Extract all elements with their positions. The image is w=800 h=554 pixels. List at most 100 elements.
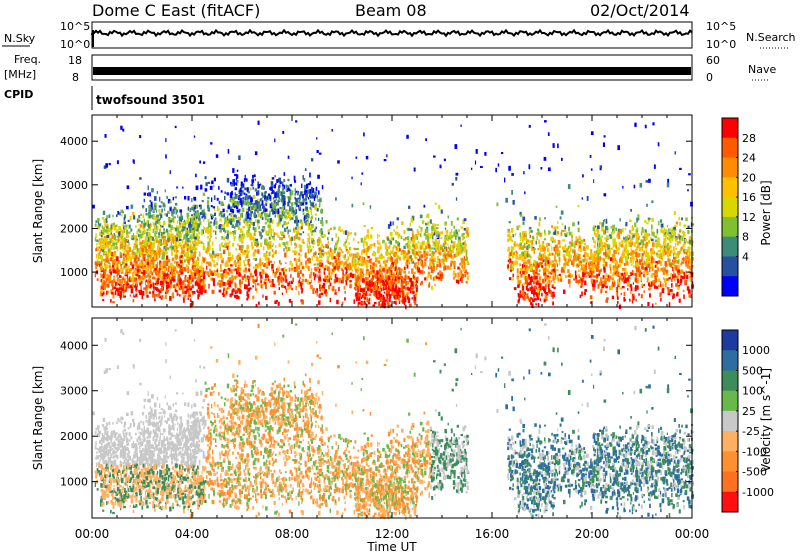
power-cell <box>154 222 157 225</box>
power-cell <box>365 277 368 281</box>
power-cell <box>323 266 327 270</box>
power-cell <box>327 285 331 290</box>
power-cell <box>98 263 102 268</box>
power-cell <box>258 225 260 230</box>
power-cell <box>540 263 542 268</box>
power-cell <box>350 252 353 257</box>
power-cell <box>434 275 436 281</box>
power-cell <box>440 276 443 281</box>
power-cell <box>541 243 544 249</box>
power-cell <box>106 220 108 223</box>
power-cell <box>430 265 433 269</box>
power-cell <box>535 273 537 278</box>
power-cell <box>224 229 227 234</box>
power-cell <box>365 234 368 238</box>
power-cell <box>285 275 287 280</box>
power-cell <box>392 277 394 281</box>
power-cell <box>179 233 182 238</box>
power-cell <box>306 209 308 212</box>
power-cell <box>143 230 146 233</box>
power-cell <box>184 259 186 263</box>
power-cell <box>245 193 247 196</box>
power-cell <box>523 234 525 240</box>
power-cell <box>689 277 692 282</box>
power-cell <box>271 263 274 269</box>
power-cell <box>112 301 115 304</box>
power-cell <box>113 235 117 240</box>
power-cell <box>416 236 419 241</box>
power-cell <box>361 250 363 255</box>
power-cell <box>230 218 233 223</box>
power-cell <box>106 225 109 229</box>
power-cell <box>246 247 249 251</box>
power-cell <box>289 207 292 212</box>
power-cell <box>391 261 394 267</box>
power-cell <box>389 282 392 285</box>
power-cell <box>160 241 163 246</box>
power-cell <box>545 277 548 280</box>
power-cell <box>325 264 328 268</box>
power-cell <box>117 277 120 282</box>
power-cell <box>161 265 164 271</box>
power-cell <box>338 257 341 262</box>
power-cell <box>272 242 274 246</box>
power-cell <box>456 248 458 251</box>
power-cell <box>219 283 221 288</box>
power-cell <box>382 287 384 291</box>
power-cell <box>393 301 396 304</box>
power-cell <box>395 286 397 289</box>
power-cell <box>452 247 455 250</box>
power-cell <box>362 276 364 280</box>
power-cell <box>144 262 147 266</box>
power-cell <box>209 227 213 231</box>
power-cell <box>360 259 363 264</box>
power-cell <box>568 253 571 258</box>
power-cell <box>159 264 162 269</box>
power-cell <box>434 257 436 261</box>
power-cell <box>196 281 200 287</box>
power-cell <box>244 218 248 221</box>
power-cell <box>180 247 183 250</box>
power-cell <box>357 288 359 293</box>
power-cell <box>289 284 292 289</box>
power-cell <box>117 288 120 293</box>
power-cell <box>521 252 524 256</box>
power-cell <box>149 253 151 259</box>
power-cell <box>402 238 406 241</box>
power-cell <box>344 291 346 294</box>
power-cell <box>371 272 374 275</box>
power-cell <box>407 240 410 246</box>
power-cell <box>526 284 528 287</box>
power-cell <box>368 280 370 286</box>
power-cell <box>312 252 315 257</box>
power-cell <box>375 292 378 297</box>
power-cell <box>509 277 512 281</box>
power-cell <box>162 236 164 239</box>
power-cell <box>282 234 285 239</box>
power-cell <box>536 295 540 301</box>
power-cell <box>376 270 379 275</box>
power-cell <box>354 258 357 263</box>
power-cell <box>272 283 275 287</box>
power-cell <box>397 275 400 278</box>
power-cell <box>149 223 152 228</box>
power-cell <box>136 238 138 241</box>
power-cell <box>551 263 554 268</box>
power-cell <box>302 198 305 203</box>
power-cell <box>253 227 257 233</box>
power-cell <box>99 250 101 254</box>
power-cell <box>98 223 102 227</box>
power-cell <box>241 191 244 194</box>
power-cell <box>201 200 204 203</box>
power-cell <box>231 274 234 279</box>
power-cell <box>379 247 382 250</box>
power-cell <box>537 262 540 265</box>
power-cell <box>246 208 250 211</box>
power-cell <box>230 280 234 284</box>
power-cell <box>162 252 165 257</box>
power-cell <box>226 177 230 183</box>
power-cell <box>103 285 106 289</box>
power-cell <box>546 280 549 285</box>
power-cell <box>155 220 157 224</box>
power-cell <box>519 294 523 298</box>
